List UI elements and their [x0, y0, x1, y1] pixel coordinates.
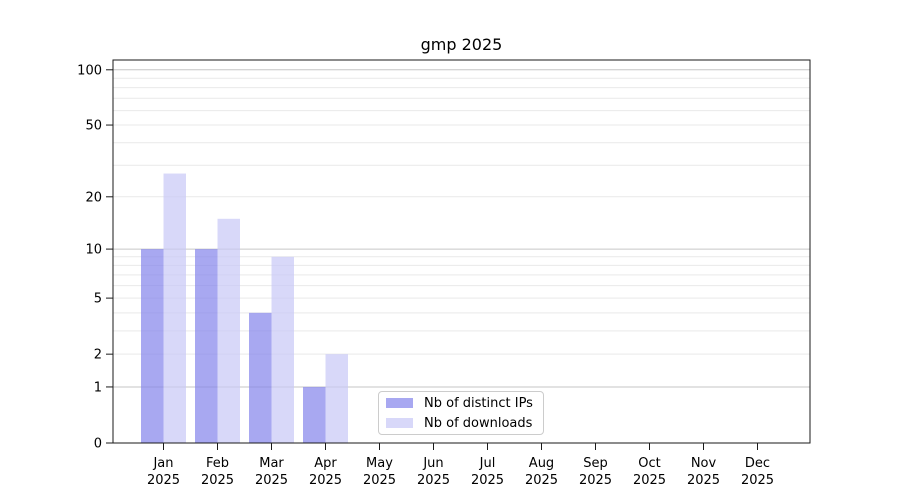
- x-tick-label-month: May: [366, 456, 393, 471]
- x-tick-label-year: 2025: [525, 473, 558, 488]
- x-tick-label-month: Oct: [638, 456, 660, 471]
- x-tick-label-year: 2025: [363, 473, 396, 488]
- x-tick-label-month: Jul: [479, 456, 496, 471]
- y-tick-label: 2: [94, 348, 102, 363]
- bar-apr-downloads: [325, 354, 348, 443]
- y-tick-label: 20: [85, 190, 102, 205]
- bar-feb-distinct-ips: [195, 249, 218, 443]
- bar-apr-distinct-ips: [303, 386, 326, 443]
- x-tick-label-month: Feb: [206, 456, 229, 471]
- x-tick-label-month: Sep: [583, 456, 608, 471]
- x-tick-label-year: 2025: [255, 473, 288, 488]
- x-tick-label-year: 2025: [309, 473, 342, 488]
- x-tick-label-year: 2025: [687, 473, 720, 488]
- y-tick-label: 100: [77, 63, 102, 78]
- legend-label-distinct-ips: Nb of distinct IPs: [424, 395, 533, 411]
- x-tick-label-month: Jan: [152, 456, 173, 471]
- bar-jan-downloads: [163, 173, 186, 443]
- x-tick-label-year: 2025: [471, 473, 504, 488]
- y-tick-label: 1: [94, 380, 102, 395]
- legend: Nb of distinct IPs Nb of downloads: [378, 391, 544, 435]
- x-tick-label-year: 2025: [633, 473, 666, 488]
- plot-border: [112, 59, 811, 444]
- y-tick-label: 0: [94, 437, 102, 452]
- legend-label-downloads: Nb of downloads: [424, 415, 533, 431]
- legend-swatch-downloads: [386, 418, 413, 428]
- x-tick-label-year: 2025: [147, 473, 180, 488]
- x-tick-label-month: Jun: [422, 456, 443, 471]
- chart-title: gmp 2025: [420, 35, 503, 54]
- x-tick-label-year: 2025: [417, 473, 450, 488]
- y-tick-label: 10: [85, 243, 102, 258]
- x-tick-label-month: Dec: [745, 456, 770, 471]
- x-tick-label-year: 2025: [201, 473, 234, 488]
- x-tick-label-month: Nov: [691, 456, 717, 471]
- y-tick-label: 50: [85, 119, 102, 134]
- x-tick-label-month: Mar: [259, 456, 284, 471]
- x-tick-label-month: Apr: [314, 456, 337, 471]
- bar-mar-distinct-ips: [249, 312, 272, 443]
- x-tick-label-year: 2025: [579, 473, 612, 488]
- legend-item-distinct-ips: Nb of distinct IPs: [386, 396, 535, 411]
- bar-jan-distinct-ips: [141, 249, 164, 443]
- x-tick-label-year: 2025: [741, 473, 774, 488]
- bar-mar-downloads: [271, 256, 294, 443]
- legend-swatch-distinct-ips: [386, 398, 413, 408]
- y-tick-label: 5: [94, 292, 102, 307]
- bar-feb-downloads: [217, 218, 240, 443]
- x-tick-label-month: Aug: [529, 456, 554, 471]
- legend-item-downloads: Nb of downloads: [386, 416, 535, 431]
